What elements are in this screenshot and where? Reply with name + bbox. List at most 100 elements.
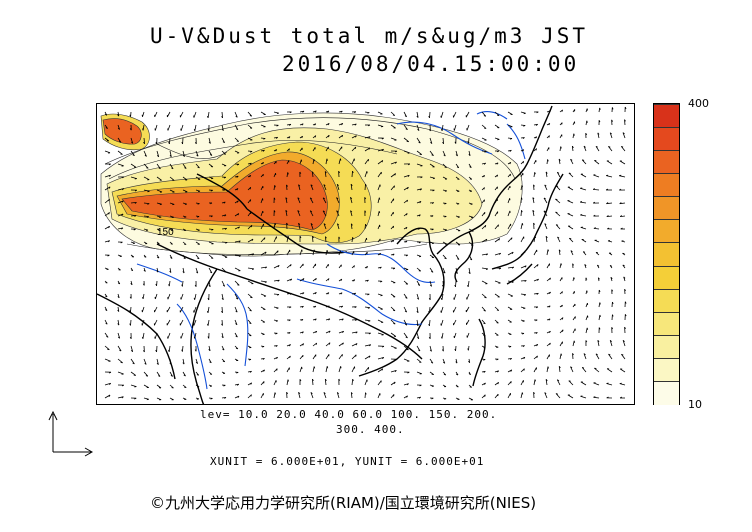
wind-vector-head [404,323,408,326]
wind-vector [323,184,327,191]
wind-vector [580,395,587,399]
wind-vector [142,332,145,339]
wind-vector [312,354,317,360]
wind-vector [465,111,470,118]
wind-vector-head [561,304,563,308]
wind-vector-head [405,128,408,130]
wind-vector-head [612,314,614,317]
wind-vector [580,381,587,386]
wind-vector [117,371,124,375]
wind-vector-head [105,322,108,325]
wind-vector-head [429,349,432,352]
wind-vector [507,198,511,204]
wind-vector [312,379,314,386]
wind-vector-head [121,384,124,387]
wind-vector-head [290,278,293,281]
wind-vector-head [235,335,238,338]
wind-vector-head [524,280,527,282]
wind-vector-head [443,374,446,376]
wind-vector-head [107,348,110,351]
wind-vector [416,111,419,118]
wind-vector-head [352,378,354,382]
wind-vector-head [290,264,292,267]
wind-vector [567,225,574,230]
wind-vector [260,210,264,217]
wind-vector [234,280,240,286]
wind-vector [507,280,514,283]
wind-vector-head [207,128,210,132]
wind-vector-head [368,147,371,150]
wind-vector [117,200,124,204]
wind-vector-head [276,112,279,114]
wind-vector [117,332,121,339]
wind-vector-head [496,309,499,311]
wind-vector [533,379,536,386]
wind-vector-head [324,171,327,174]
wind-vector-head [108,226,110,229]
wind-vector-head [145,229,149,231]
wind-vector [544,223,548,230]
wind-vector [336,210,340,217]
wind-vector-head [405,226,408,230]
wind-vector [416,345,421,352]
wind-vector-head [141,336,144,339]
wind-vector-head [131,141,133,144]
colorbar-segment [654,150,679,175]
wind-vector [403,150,410,154]
wind-vector-head [537,278,539,281]
wind-vector-head [183,257,186,260]
wind-vector [221,150,226,155]
wind-vector [298,392,301,399]
wind-vector-head [580,214,583,216]
wind-vector-head [251,238,254,242]
wind-vector-head [406,199,408,203]
wind-vector-head [210,202,213,205]
wind-vector-head [369,344,372,347]
wind-vector-head [523,368,525,371]
wind-vector-head [533,184,535,187]
wind-vector-head [417,337,420,339]
wind-vector-head [302,292,305,295]
wind-vector [338,354,343,360]
wind-vector-head [497,382,499,385]
wind-vector-head [609,265,613,267]
wind-vector [154,319,158,326]
wind-vector-head [418,227,421,230]
wind-vector [494,211,499,217]
wind-vector-head [555,393,559,395]
wind-vector-head [129,336,132,340]
wind-vector-head [394,370,397,373]
wind-vector-head [157,155,159,158]
wind-vector-head [237,284,240,286]
wind-vector-head [108,174,111,177]
wind-vector [309,210,314,217]
wind-vector-head [511,266,515,269]
wind-vector-head [535,319,538,322]
wind-vector [533,184,535,191]
wind-vector [468,254,473,261]
wind-vector-head [323,184,326,187]
wind-vector-head [129,310,131,313]
wind-vector [507,251,514,256]
wind-vector [403,319,408,326]
wind-vector-head [485,268,489,270]
wind-vector-head [237,213,240,216]
wind-vector-head [155,141,158,145]
wind-vector-head [428,115,430,119]
wind-vector [620,146,626,152]
wind-vector-head [210,215,213,218]
wind-vector-head [277,250,279,253]
wind-vector-head [222,284,225,287]
wind-vector [338,158,341,165]
wind-vector [180,124,184,131]
wind-vector [247,111,253,117]
wind-vector-head [432,189,435,192]
wind-vector-head [619,396,623,399]
wind-vector-head [207,323,209,326]
wind-vector [507,237,513,243]
wind-vector-head [365,392,367,395]
wind-vector-head [619,202,622,205]
wind-vector-head [534,172,536,175]
wind-vector [481,225,487,230]
wind-vector [555,185,561,191]
